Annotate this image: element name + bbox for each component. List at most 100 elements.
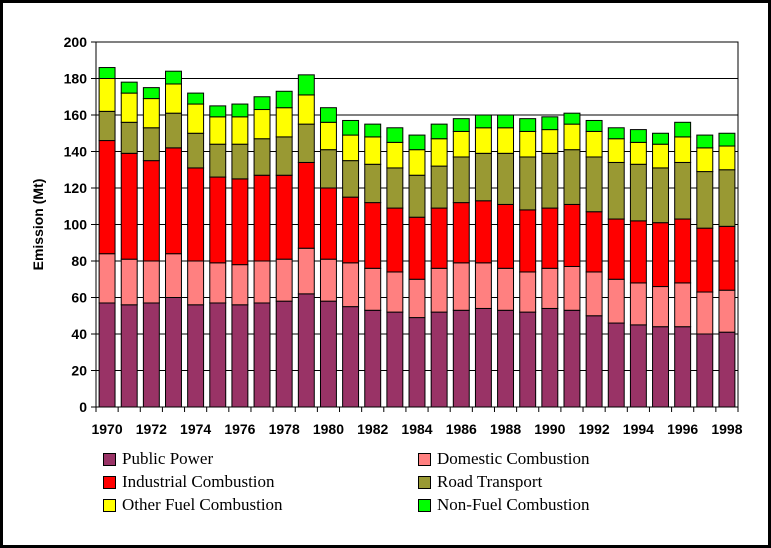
bar-segment-public-power-1971 [120, 304, 138, 408]
bar-segment-non-fuel-combustion-1981 [342, 119, 360, 136]
bar-segment-public-power-1983 [386, 311, 404, 408]
bar-segment-non-fuel-combustion-1983 [386, 127, 404, 143]
bar-segment-road-transport-1978 [275, 136, 293, 176]
bar-segment-public-power-1990 [541, 307, 559, 408]
legend-label: Industrial Combustion [122, 472, 275, 491]
bar-segment-other-fuel-combustion-1976 [231, 116, 249, 145]
bar-segment-other-fuel-combustion-1980 [319, 121, 337, 151]
bar-segment-other-fuel-combustion-1981 [342, 134, 360, 162]
bar-segment-other-fuel-combustion-1992 [585, 130, 603, 158]
legend: Public Power Domestic Combustion Industria… [103, 449, 663, 519]
bar-segment-other-fuel-combustion-1995 [652, 143, 669, 169]
bar-segment-industrial-combustion-1979 [297, 161, 315, 249]
bar-segment-industrial-combustion-1992 [585, 211, 603, 273]
x-tick-label: 1986 [446, 421, 477, 437]
x-tick-label: 1972 [136, 421, 167, 437]
legend-swatch [103, 452, 116, 466]
bar-segment-non-fuel-combustion-1970 [98, 67, 116, 80]
x-tick-label: 1982 [357, 421, 388, 437]
bar-segment-public-power-1986 [452, 309, 470, 408]
bar-segment-public-power-1974 [187, 304, 205, 408]
legend-item-other-fuel-combustion: Other Fuel Combustion [103, 495, 283, 515]
bar-segment-non-fuel-combustion-1975 [209, 105, 227, 118]
x-tick-label: 1980 [313, 421, 344, 437]
bar-segment-public-power-1972 [142, 302, 160, 408]
bar-segment-non-fuel-combustion-1987 [474, 114, 492, 129]
bar-segment-other-fuel-combustion-1973 [165, 83, 182, 114]
bar-segment-road-transport-1997 [696, 171, 714, 229]
bar-segment-road-transport-1975 [209, 143, 227, 178]
bar-segment-non-fuel-combustion-1978 [275, 90, 293, 109]
legend-item-public-power: Public Power [103, 449, 213, 469]
x-tick-label: 1992 [579, 421, 610, 437]
bar-segment-domestic-combustion-1973 [165, 253, 182, 298]
bars [98, 67, 736, 408]
bar-segment-industrial-combustion-1991 [563, 203, 581, 267]
bar-segment-non-fuel-combustion-1973 [165, 70, 182, 85]
bar-segment-other-fuel-combustion-1990 [541, 129, 559, 154]
bar-segment-road-transport-1981 [342, 160, 360, 198]
bar-segment-non-fuel-combustion-1994 [629, 129, 647, 143]
bar-segment-non-fuel-combustion-1984 [408, 134, 426, 151]
bar-segment-industrial-combustion-1975 [209, 176, 227, 264]
bar-segment-domestic-combustion-1979 [297, 247, 315, 295]
bar-segment-other-fuel-combustion-1994 [629, 141, 647, 165]
bar-segment-other-fuel-combustion-1984 [408, 149, 426, 176]
bar-segment-other-fuel-combustion-1997 [696, 147, 714, 173]
x-tick-label: 1976 [224, 421, 255, 437]
bar-segment-non-fuel-combustion-1985 [430, 123, 448, 140]
bar-segment-industrial-combustion-1981 [342, 196, 360, 264]
bar-segment-other-fuel-combustion-1985 [430, 138, 448, 167]
bar-segment-industrial-combustion-1998 [718, 225, 736, 291]
legend-swatch [418, 452, 431, 466]
legend-item-non-fuel-combustion: Non-Fuel Combustion [418, 495, 590, 515]
bar-segment-public-power-1973 [165, 297, 182, 408]
bar-segment-domestic-combustion-1970 [98, 253, 116, 304]
bar-segment-road-transport-1998 [718, 169, 736, 227]
bar-segment-public-power-1977 [253, 302, 271, 408]
bar-segment-road-transport-1982 [364, 163, 382, 204]
bar-segment-road-transport-1986 [452, 156, 470, 204]
bar-segment-public-power-1979 [297, 293, 315, 408]
bar-segment-road-transport-1987 [474, 152, 492, 202]
bar-segment-road-transport-1988 [497, 152, 515, 205]
bar-segment-public-power-1996 [674, 326, 692, 408]
y-tick-label: 100 [64, 217, 88, 233]
bar-segment-non-fuel-combustion-1974 [187, 92, 205, 105]
bar-segment-public-power-1985 [430, 311, 448, 408]
bar-segment-non-fuel-combustion-1997 [696, 134, 714, 149]
legend-label: Road Transport [437, 472, 543, 491]
bar-segment-public-power-1982 [364, 309, 382, 408]
y-tick-label: 60 [71, 290, 87, 306]
legend-label: Public Power [122, 449, 214, 468]
bar-segment-domestic-combustion-1997 [696, 291, 714, 335]
y-tick-label: 40 [71, 326, 87, 342]
bar-segment-road-transport-1970 [98, 110, 116, 142]
bar-segment-road-transport-1994 [629, 163, 647, 222]
bar-segment-other-fuel-combustion-1993 [607, 138, 625, 163]
legend-label: Other Fuel Combustion [122, 495, 283, 514]
bar-segment-public-power-1989 [519, 311, 537, 408]
bar-segment-domestic-combustion-1987 [474, 262, 492, 309]
bar-segment-industrial-combustion-1977 [253, 174, 271, 262]
bar-segment-road-transport-1984 [408, 174, 426, 218]
bar-segment-other-fuel-combustion-1986 [452, 130, 470, 158]
bar-segment-non-fuel-combustion-1996 [674, 121, 692, 138]
bar-segment-industrial-combustion-1994 [629, 220, 647, 284]
bar-segment-other-fuel-combustion-1998 [718, 145, 736, 171]
bar-segment-non-fuel-combustion-1990 [541, 116, 559, 131]
bar-segment-non-fuel-combustion-1989 [519, 118, 537, 132]
bar-segment-other-fuel-combustion-1979 [297, 94, 315, 125]
bar-segment-road-transport-1993 [607, 161, 625, 220]
bar-segment-non-fuel-combustion-1972 [142, 87, 160, 100]
bar-segment-road-transport-1983 [386, 167, 404, 209]
bar-segment-industrial-combustion-1978 [275, 174, 293, 260]
legend-swatch [103, 475, 116, 489]
bar-segment-non-fuel-combustion-1976 [231, 103, 249, 118]
bar-segment-non-fuel-combustion-1988 [497, 114, 515, 129]
bar-segment-public-power-1987 [474, 307, 492, 408]
x-tick-label: 1990 [534, 421, 565, 437]
y-tick-label: 200 [64, 34, 88, 50]
bar-segment-industrial-combustion-1973 [165, 147, 182, 255]
bar-segment-domestic-combustion-1988 [497, 267, 515, 311]
